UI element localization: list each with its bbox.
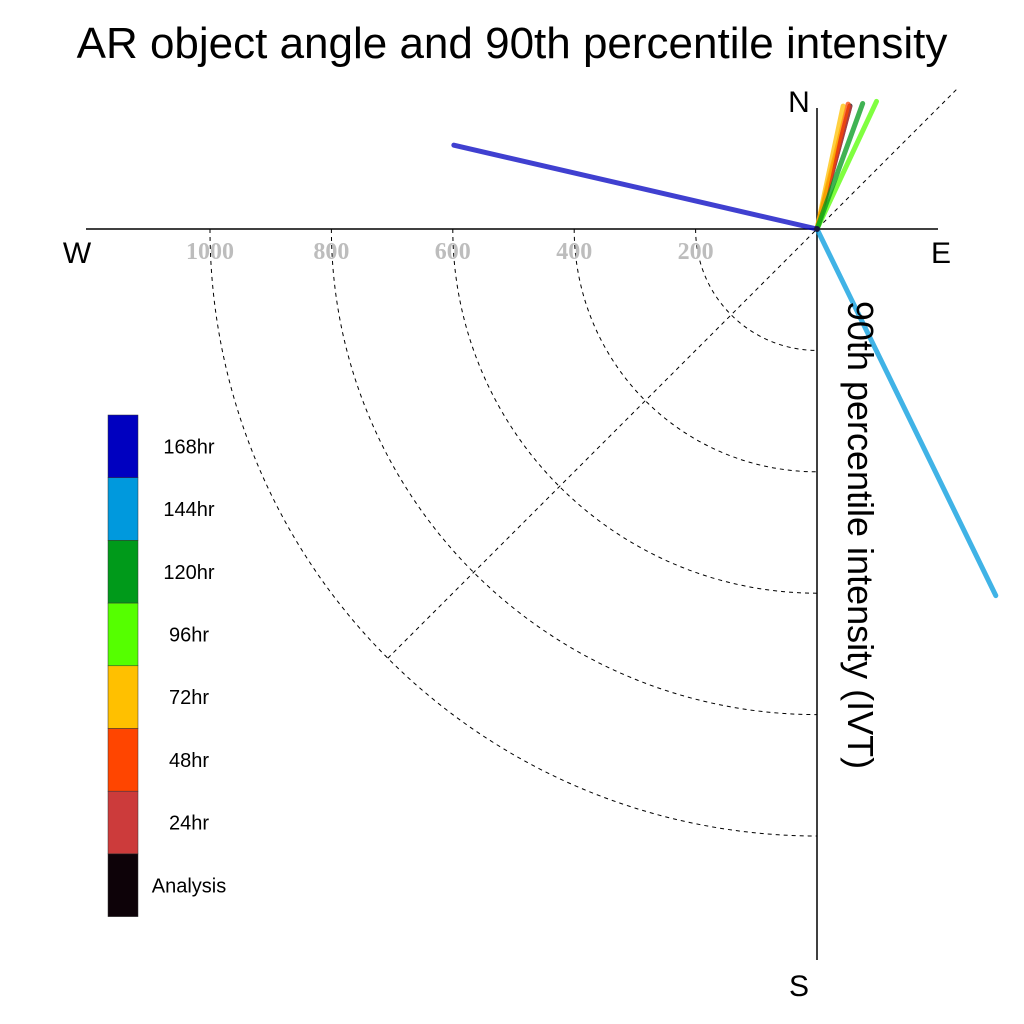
legend-label-120hr: 120hr [163,562,214,584]
compass-west: W [63,237,92,270]
vector-120hr [814,101,866,232]
legend-swatch-120hr [107,540,139,604]
legend-label-144hr: 144hr [163,499,214,521]
legend-label-96hr: 96hr [169,624,209,646]
legend-label-48hr: 48hr [169,750,209,772]
legend-swatch-168hr [107,414,139,478]
tick-label-400: 400 [556,239,592,265]
tick-label-600: 600 [435,239,471,265]
grid-ring-1000 [209,228,818,837]
legend-swatch-72hr [107,665,139,729]
legend-label-168hr: 168hr [163,436,214,458]
tick-label-800: 800 [313,239,349,265]
origin-point [814,226,820,232]
grid-ring-200 [695,228,818,351]
legend-swatch-24hr [107,790,139,855]
compass-south: S [789,970,809,1003]
radial-grid [209,87,959,837]
vector-144hr [814,226,999,599]
legend-swatch-144hr [107,477,139,541]
y-axis-label: 90th percentile intensity (IVT) [840,301,881,769]
legend: 168hr 144hr 120hr 96hr 72hr 48hr 24hr Analysis [107,414,226,917]
grid-ring-800 [330,228,818,716]
legend-swatch-analysis [107,853,139,917]
legend-label-24hr: 24hr [169,813,209,835]
tick-label-1000: 1000 [186,239,234,265]
grid-diagonal [387,87,959,659]
compass-east: E [931,237,951,270]
vector-72hr [814,103,846,232]
legend-swatch-96hr [107,602,139,667]
tick-label-200: 200 [678,239,714,265]
vector-168hr [451,142,820,232]
legend-label-72hr: 72hr [169,687,209,709]
legend-label-analysis: Analysis [152,875,226,897]
vector-series [451,98,999,599]
chart-title: AR object angle and 90th percentile inte… [77,19,948,68]
compass-north: N [788,86,810,119]
legend-swatch-48hr [107,728,139,792]
radial-tick-labels: 200 400 600 800 1000 [186,239,714,265]
